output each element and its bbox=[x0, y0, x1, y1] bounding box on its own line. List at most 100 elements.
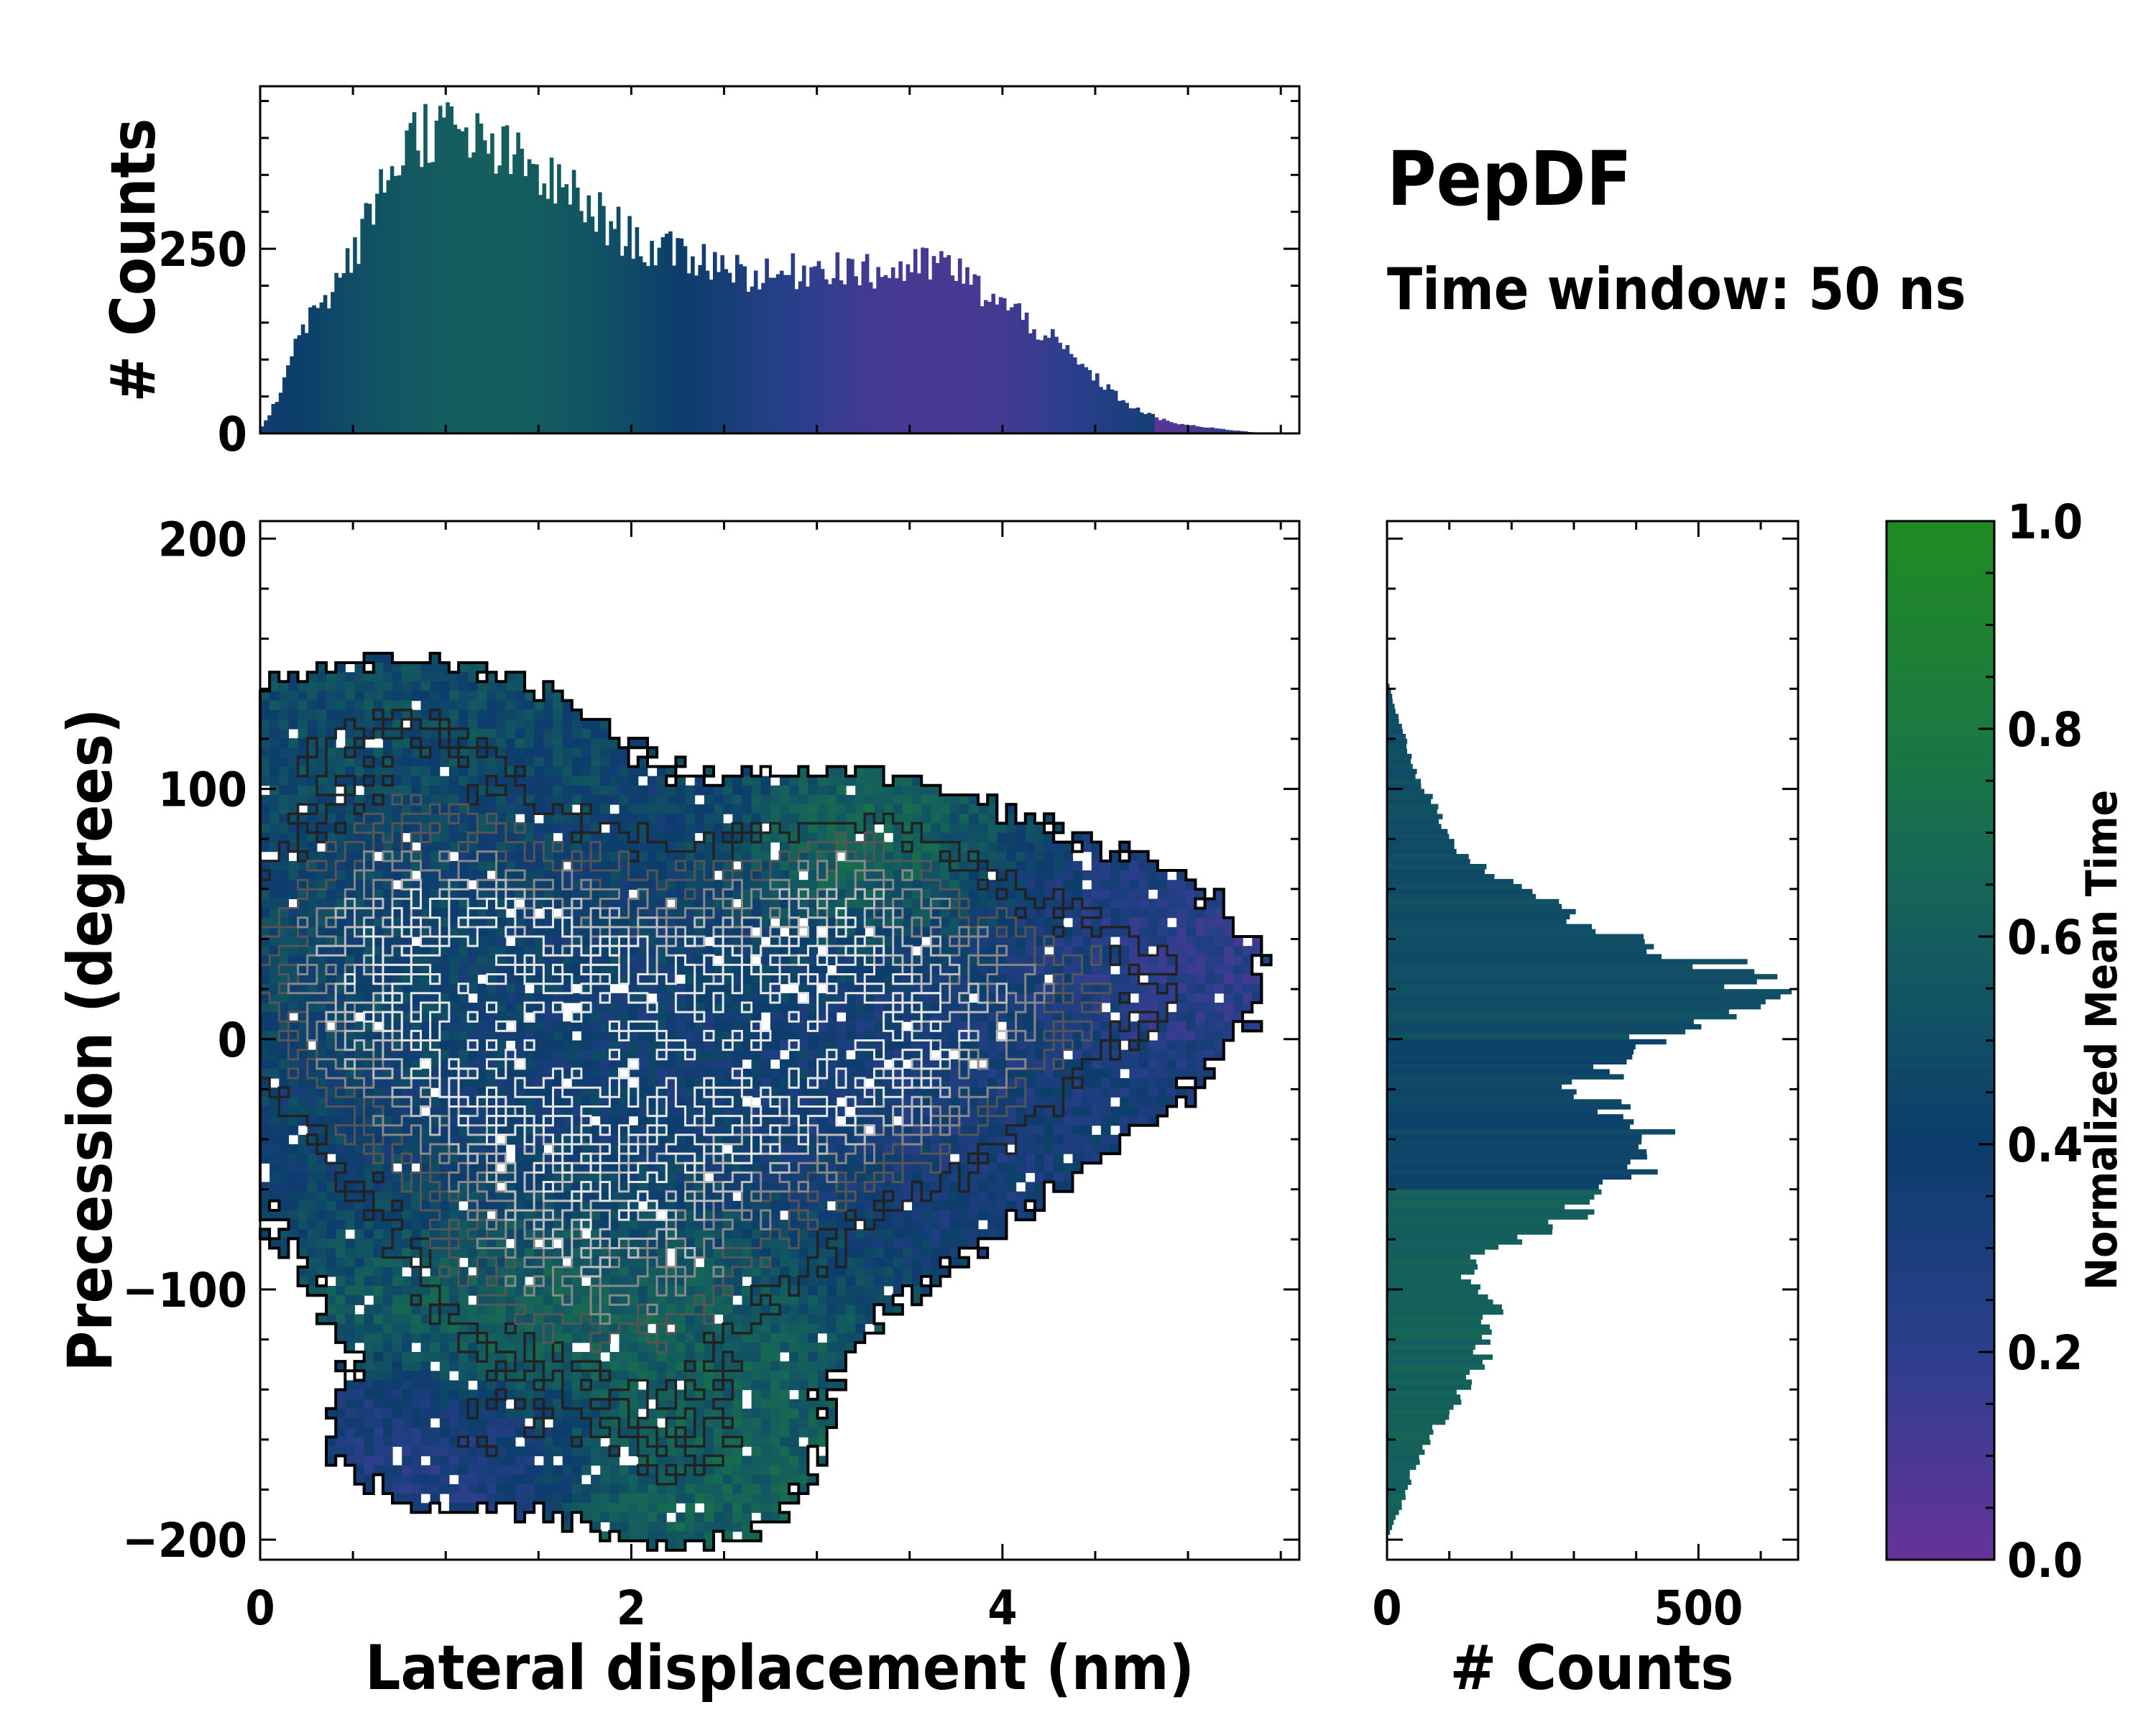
heatmap-cell bbox=[1015, 1097, 1026, 1107]
heatmap-cell bbox=[1148, 1059, 1158, 1070]
heatmap-cell bbox=[826, 917, 837, 928]
heatmap-cell bbox=[723, 1068, 733, 1079]
heatmap-cell bbox=[288, 1040, 299, 1051]
heatmap-cell bbox=[931, 993, 941, 1003]
heatmap-cell bbox=[798, 1154, 808, 1164]
heatmap-cell bbox=[1063, 1106, 1074, 1117]
heatmap-cell bbox=[1100, 946, 1111, 956]
heatmap-cell bbox=[997, 1191, 1007, 1202]
heatmap-cell bbox=[571, 785, 582, 796]
heatmap-cell bbox=[591, 926, 601, 937]
heatmap-cell bbox=[997, 1012, 1007, 1022]
heatmap-cell bbox=[420, 889, 431, 899]
heatmap-cell bbox=[883, 908, 894, 919]
heatmap-cell bbox=[874, 1220, 885, 1230]
heatmap-cell bbox=[1054, 1125, 1064, 1136]
heatmap-cell bbox=[997, 842, 1007, 852]
heatmap-cell bbox=[336, 860, 346, 871]
heatmap-cell bbox=[354, 860, 365, 871]
heatmap-cell bbox=[1006, 965, 1017, 975]
heatmap-cell bbox=[364, 1238, 374, 1249]
heatmap-cell bbox=[1129, 1049, 1140, 1060]
heatmap-cell bbox=[1063, 1003, 1074, 1013]
heatmap-cell bbox=[893, 1021, 903, 1031]
heatmap-cell bbox=[1110, 1087, 1120, 1098]
heatmap-cell bbox=[751, 993, 762, 1003]
heatmap-cell bbox=[430, 1248, 441, 1259]
heatmap-cell bbox=[619, 946, 630, 956]
heatmap-cell bbox=[307, 870, 318, 880]
heatmap-cell bbox=[307, 1087, 318, 1098]
heatmap-cell bbox=[770, 908, 780, 919]
heatmap-cell bbox=[591, 1210, 601, 1220]
heatmap-cell bbox=[893, 1097, 903, 1107]
heatmap-cell bbox=[543, 860, 554, 871]
heatmap-cell bbox=[798, 898, 808, 909]
heatmap-cell bbox=[921, 1220, 931, 1230]
heatmap-cell bbox=[1082, 974, 1092, 985]
heatmap-cell bbox=[525, 757, 535, 768]
heatmap-cell bbox=[477, 926, 487, 937]
heatmap-cell bbox=[1063, 983, 1074, 994]
heatmap-cell bbox=[591, 776, 601, 786]
heatmap-cell bbox=[487, 776, 497, 786]
heatmap-cell bbox=[591, 889, 601, 899]
heatmap-cell bbox=[459, 785, 469, 796]
heatmap-cell bbox=[326, 1200, 336, 1211]
heatmap-cell bbox=[382, 1049, 393, 1060]
heatmap-cell bbox=[600, 1021, 610, 1031]
heatmap-cell bbox=[382, 1078, 393, 1088]
heatmap-cell bbox=[382, 766, 393, 777]
heatmap-cell bbox=[1186, 965, 1196, 975]
heatmap-cell bbox=[1054, 898, 1064, 909]
heatmap-cell bbox=[505, 691, 516, 702]
heatmap-cell bbox=[1034, 983, 1045, 994]
heatmap-cell bbox=[326, 1059, 336, 1070]
heatmap-cell bbox=[459, 926, 469, 937]
heatmap-cell bbox=[591, 870, 601, 880]
heatmap-cell bbox=[770, 804, 780, 814]
heatmap-cell bbox=[562, 908, 573, 919]
heatmap-cell bbox=[336, 1144, 346, 1154]
heatmap-cell bbox=[364, 719, 374, 730]
heatmap-cell bbox=[496, 814, 507, 824]
heatmap-cell bbox=[817, 832, 828, 843]
heatmap-cell bbox=[345, 776, 355, 786]
heatmap-cell bbox=[921, 870, 931, 880]
heatmap-cell bbox=[316, 1257, 327, 1268]
heatmap-cell bbox=[439, 1003, 450, 1013]
heatmap-cell bbox=[742, 1220, 752, 1230]
heatmap-cell bbox=[298, 709, 308, 720]
heatmap-cell bbox=[1176, 955, 1187, 965]
heatmap-cell bbox=[411, 738, 421, 748]
heatmap-cell bbox=[808, 823, 819, 834]
heatmap-cell bbox=[307, 860, 318, 871]
heatmap-cell bbox=[420, 842, 431, 852]
heatmap-cell bbox=[808, 851, 819, 862]
heatmap-cell bbox=[694, 823, 705, 834]
heatmap-cell bbox=[846, 795, 856, 805]
heatmap-cell bbox=[316, 1248, 327, 1259]
heatmap-cell bbox=[430, 700, 441, 711]
heatmap-cell bbox=[1034, 937, 1045, 947]
heatmap-cell bbox=[364, 974, 374, 985]
heatmap-cell bbox=[364, 860, 374, 871]
heatmap-cell bbox=[1195, 946, 1206, 956]
heatmap-cell bbox=[279, 785, 289, 796]
heatmap-cell bbox=[704, 1248, 714, 1259]
heatmap-cell bbox=[619, 823, 630, 834]
heatmap-cell bbox=[534, 955, 544, 965]
heatmap-cell bbox=[959, 983, 969, 994]
heatmap-cell bbox=[987, 946, 998, 956]
heatmap-cell bbox=[1138, 851, 1149, 862]
heatmap-cell bbox=[439, 851, 450, 862]
heatmap-cell bbox=[628, 1031, 639, 1041]
heatmap-cell bbox=[468, 908, 478, 919]
heatmap-cell bbox=[865, 1144, 875, 1154]
heatmap-cell bbox=[411, 1182, 421, 1192]
heatmap-cell bbox=[902, 974, 913, 985]
heatmap-cell bbox=[336, 974, 346, 985]
heatmap-cell bbox=[694, 880, 705, 890]
heatmap-cell bbox=[336, 926, 346, 937]
heatmap-cell bbox=[628, 917, 639, 928]
